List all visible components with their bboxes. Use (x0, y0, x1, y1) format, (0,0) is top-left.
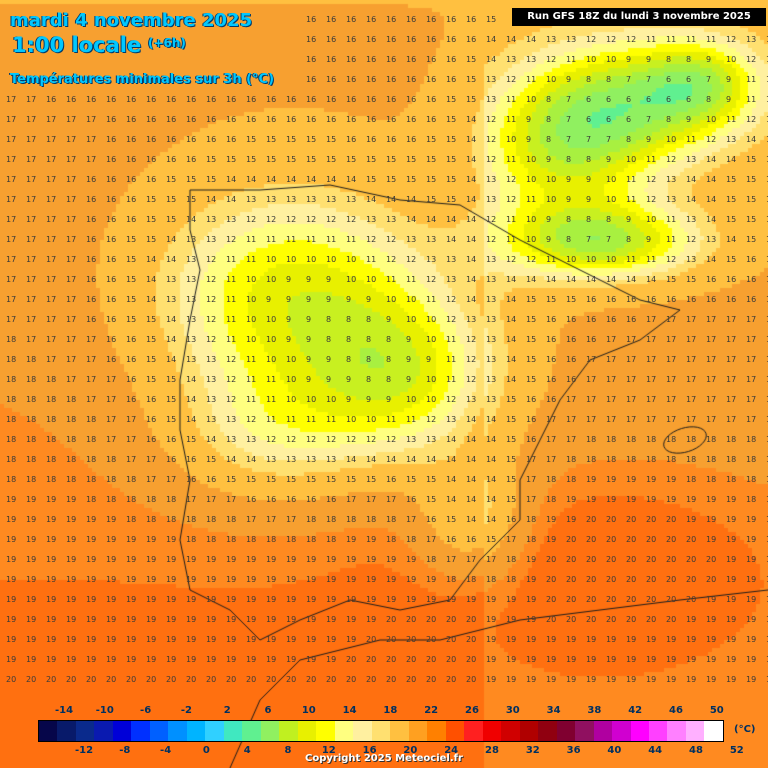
legend-tick-label: 38 (587, 705, 602, 716)
legend-tick-label: 36 (566, 745, 581, 756)
legend-swatch (538, 721, 557, 741)
legend-swatch (297, 721, 317, 741)
run-info-badge: Run GFS 18Z du lundi 3 novembre 2025 (512, 8, 766, 26)
legend-tick-label: -12 (74, 745, 94, 756)
legend-tick-label: 10 (301, 705, 316, 716)
legend-swatch (75, 721, 95, 741)
legend-tick-label: 46 (669, 705, 683, 716)
legend-swatch (667, 721, 686, 741)
legend-tick-label: 44 (648, 745, 663, 756)
legend-swatch (685, 721, 705, 741)
legend-swatch (168, 721, 187, 741)
legend-swatch (334, 721, 354, 741)
legend-tick-label: 4 (243, 745, 251, 756)
legend-swatch (408, 721, 428, 741)
legend-swatch (482, 721, 502, 741)
legend-tick-label: 28 (485, 745, 499, 756)
time-title: 1:00 locale (12, 33, 142, 57)
copyright: Copyright 2025 Meteociel.fr (305, 753, 463, 764)
legend-swatch (445, 721, 465, 741)
legend-swatch (464, 721, 483, 741)
legend-swatch (242, 721, 261, 741)
legend-swatch (112, 721, 132, 741)
legend-swatch (519, 721, 539, 741)
legend-swatch (57, 721, 76, 741)
legend-tick-label: 6 (264, 705, 272, 716)
legend-tick-label: 20 (403, 745, 418, 756)
legend-tick-label: -10 (95, 705, 114, 716)
legend-tick-label: 16 (362, 745, 377, 756)
legend-tick-label: 40 (607, 745, 622, 756)
legend-tick-label: 50 (709, 705, 724, 716)
legend-swatch (223, 721, 243, 741)
legend-swatch (612, 721, 631, 741)
legend-swatch (279, 721, 298, 741)
legend-color-bar (38, 720, 724, 742)
legend-tick-label: 52 (729, 745, 744, 756)
legend-tick-label: -4 (160, 745, 172, 756)
legend-tick-label: 2 (223, 705, 231, 716)
legend-swatch (371, 721, 391, 741)
legend-swatch (39, 721, 58, 741)
legend-tick-label: 0 (202, 745, 210, 756)
legend-swatch (260, 721, 280, 741)
legend-tick-label: -8 (119, 745, 131, 756)
legend-tick-label: -6 (140, 705, 152, 716)
legend-swatch (648, 721, 668, 741)
legend-swatch (94, 721, 113, 741)
legend-swatch (427, 721, 446, 741)
legend-swatch (630, 721, 649, 741)
legend-tick-label: -2 (180, 705, 192, 716)
legend-tick-label: 32 (525, 745, 540, 756)
legend-tick-label: 26 (465, 705, 479, 716)
legend-tick-label: 12 (321, 745, 336, 756)
legend-swatch (556, 721, 576, 741)
forecast-offset: (+6h) (148, 36, 186, 50)
legend-swatch (149, 721, 169, 741)
legend-swatch (205, 721, 224, 741)
legend-tick-label: 34 (546, 705, 561, 716)
legend-swatch (593, 721, 613, 741)
legend-tick-label: 22 (424, 705, 439, 716)
legend-tick-label: 42 (628, 705, 643, 716)
legend-swatch (131, 721, 150, 741)
legend-swatch (390, 721, 409, 741)
legend-tick-label: 18 (383, 705, 398, 716)
legend-swatch (704, 721, 723, 741)
legend-tick-label: 48 (689, 745, 703, 756)
legend-swatch (501, 721, 520, 741)
legend-swatch (353, 721, 372, 741)
legend-swatch (186, 721, 206, 741)
legend-tick-label: 14 (342, 705, 357, 716)
legend-tick-label: 8 (284, 745, 292, 756)
legend-swatch (316, 721, 335, 741)
legend-tick-label: 30 (505, 705, 520, 716)
field-title: Températures minimales sur 3h (°C) (10, 72, 275, 87)
legend-unit: (°C) (734, 724, 756, 735)
legend-tick-label: 24 (444, 745, 459, 756)
legend-swatch (575, 721, 594, 741)
legend-tick-label: -14 (54, 705, 74, 716)
date-title: mardi 4 novembre 2025 (10, 10, 253, 31)
